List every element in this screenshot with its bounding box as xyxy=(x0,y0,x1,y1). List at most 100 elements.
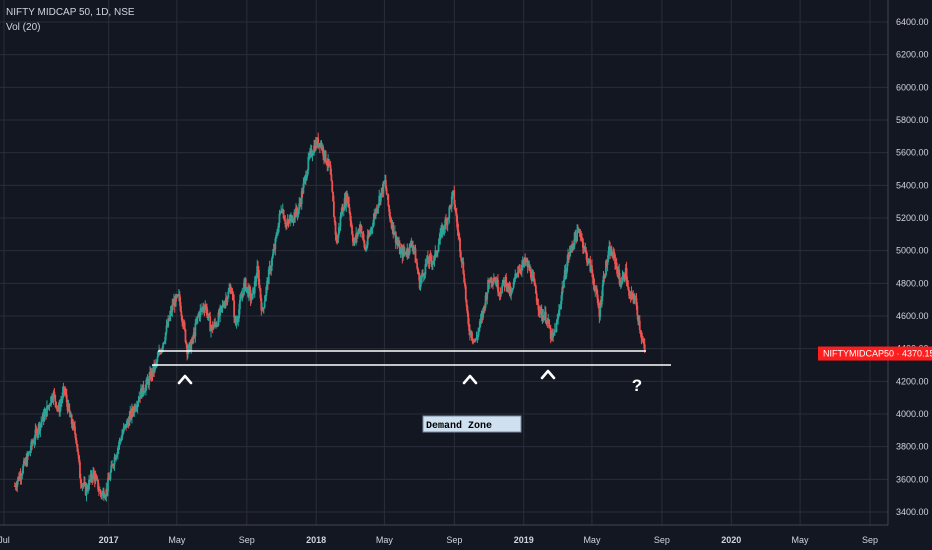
candle-body xyxy=(509,285,512,296)
candle-body xyxy=(592,277,595,286)
candle-body xyxy=(585,250,588,254)
candle-body xyxy=(85,486,88,496)
candle-body xyxy=(437,244,440,252)
candle-body xyxy=(371,226,374,228)
candle-body xyxy=(265,287,268,297)
candle-body xyxy=(606,259,609,266)
candle-body xyxy=(108,479,111,481)
candle-body xyxy=(27,452,30,455)
candle-body xyxy=(183,322,186,330)
candle-body xyxy=(107,478,109,492)
candle-body xyxy=(79,478,82,484)
candle-body xyxy=(552,333,555,338)
candle-body xyxy=(158,351,160,355)
candle-body xyxy=(194,323,197,337)
candle-body xyxy=(487,280,490,282)
candle-body xyxy=(199,309,202,318)
candle-body xyxy=(187,345,190,353)
candle-body xyxy=(143,392,146,394)
candle-body xyxy=(396,240,399,243)
candle-body xyxy=(235,321,238,325)
x-tick-label: 2017 xyxy=(99,535,119,545)
candle-body xyxy=(83,482,86,484)
candle-body xyxy=(240,297,243,299)
candle-body xyxy=(320,142,323,149)
candle-body xyxy=(559,304,562,308)
candle-body xyxy=(174,295,177,307)
candle-body xyxy=(421,272,424,278)
candle-body xyxy=(466,306,469,314)
candle-body xyxy=(457,229,460,234)
candle-body xyxy=(267,269,270,285)
candle-body xyxy=(178,294,181,302)
candle-body xyxy=(307,157,310,170)
candle-body xyxy=(431,261,434,265)
y-tick-label: 3800.00 xyxy=(896,442,929,452)
candle-body xyxy=(331,181,334,192)
candle-body xyxy=(322,146,325,156)
candle-body xyxy=(459,238,461,252)
candle-body xyxy=(51,398,54,401)
candle-body xyxy=(60,402,62,405)
candle-body xyxy=(116,448,119,455)
candle-body xyxy=(168,315,171,321)
candle-body xyxy=(388,205,391,212)
candle-body xyxy=(148,375,151,385)
candle-body xyxy=(641,338,644,340)
candle-body xyxy=(87,489,90,491)
candle-body xyxy=(292,219,295,222)
candle-body xyxy=(171,304,174,313)
y-tick-label: 3400.00 xyxy=(896,507,929,517)
candle-body xyxy=(249,290,252,300)
candle-body xyxy=(474,338,477,342)
candle-body xyxy=(259,288,262,299)
candle-body xyxy=(257,269,260,285)
candle-body xyxy=(576,229,579,242)
candle-body xyxy=(39,423,42,431)
candle-body xyxy=(167,318,170,327)
candle-body xyxy=(61,392,64,400)
candle-body xyxy=(595,288,598,295)
candle-body xyxy=(535,293,538,302)
candle-body xyxy=(328,159,330,165)
candle-body xyxy=(227,291,230,298)
candle-body xyxy=(256,266,259,279)
candle-body xyxy=(271,257,273,266)
candle-body xyxy=(186,344,189,355)
candle-body xyxy=(349,213,352,221)
candle-body xyxy=(40,422,43,424)
candle-body xyxy=(232,293,235,301)
candle-body xyxy=(275,235,278,239)
candle-body xyxy=(113,456,116,465)
candle-body xyxy=(337,227,340,236)
candle-body xyxy=(370,228,372,233)
candle-body xyxy=(436,253,438,256)
candle-body xyxy=(97,479,99,490)
candle-body xyxy=(136,402,139,408)
candle-body xyxy=(276,234,278,236)
candle-body xyxy=(334,221,337,235)
candle-body xyxy=(370,227,373,229)
chart-title: NIFTY MIDCAP 50, 1D, NSE xyxy=(6,7,135,18)
candle-body xyxy=(470,331,473,338)
demand-zone-label: Demand Zone xyxy=(426,420,492,432)
candle-body xyxy=(185,342,188,345)
candle-body xyxy=(605,261,607,276)
candle-body xyxy=(55,401,57,408)
candle-body xyxy=(545,322,548,324)
candle-body xyxy=(126,420,128,428)
candle-body xyxy=(187,352,189,355)
candle-body xyxy=(195,322,198,324)
candle-body xyxy=(482,308,485,318)
candle-body xyxy=(520,270,522,272)
candle-body xyxy=(632,293,635,298)
candle-body xyxy=(479,318,482,322)
candle-body xyxy=(337,235,339,243)
candle-body xyxy=(620,282,623,285)
candle-body xyxy=(54,394,57,402)
candle-body xyxy=(586,262,589,264)
x-tick-label: May xyxy=(792,535,810,545)
candle-body xyxy=(74,426,76,434)
candle-body xyxy=(597,302,600,309)
